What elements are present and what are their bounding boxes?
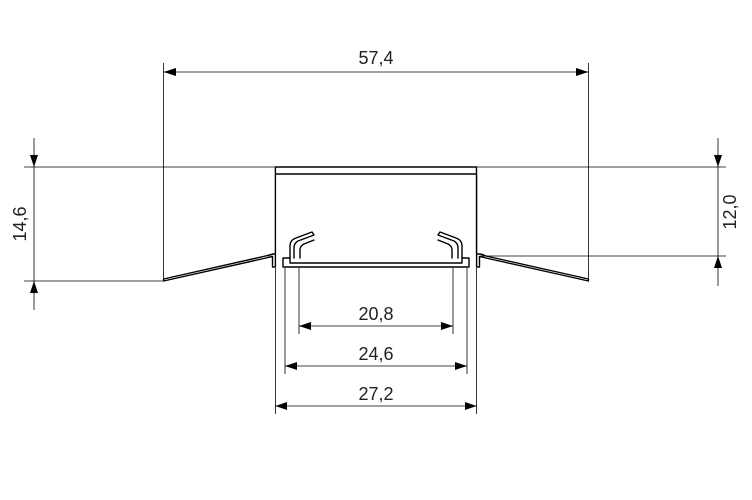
left-clip-inner: [300, 240, 314, 258]
dim-overall-width-label: 57,4: [358, 48, 393, 68]
dim-inner1: 20,8: [299, 304, 453, 330]
dim-inner1-label: 20,8: [358, 304, 393, 324]
profile-outline: [164, 167, 589, 281]
right-clip-inner: [438, 240, 452, 258]
dim-right-height-label: 12,0: [720, 194, 740, 229]
dim-inner3-label: 27,2: [358, 384, 393, 404]
dim-inner2-label: 24,6: [358, 344, 393, 364]
dim-overall-width: 57,4: [164, 48, 589, 280]
inner-channel: [283, 258, 469, 267]
dim-right-height: 12,0: [476, 138, 740, 286]
dim-inner2: 24,6: [285, 344, 467, 370]
dim-left-height-label: 14,6: [10, 206, 30, 241]
dim-left-height: 14,6: [10, 138, 276, 310]
dim-inner3: 27,2: [275, 384, 476, 410]
